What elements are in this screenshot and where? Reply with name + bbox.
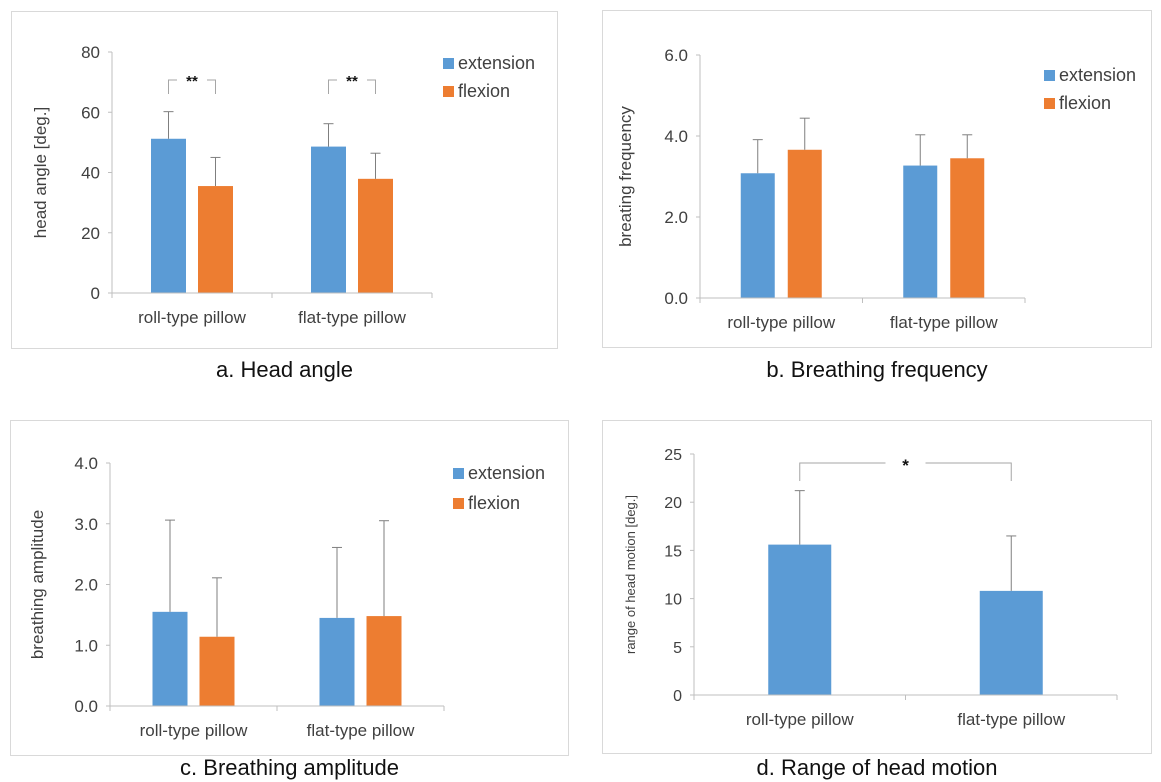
y-tick-label-0: 0.0 (74, 697, 98, 716)
chart-range-of-head-motion: 0 5 10 15 20 25 range of head motion [deg.] rol… (623, 447, 1118, 729)
legend-label-flexion: flexion (468, 493, 520, 513)
y-tick-label-3: 60 (81, 103, 100, 122)
chart-caption-a: a. Head angle (216, 357, 353, 382)
y-axis-label: breathing amplitude (28, 510, 47, 659)
legend-label-extension: extension (1059, 65, 1136, 85)
chart-caption-c: c. Breathing amplitude (180, 755, 399, 780)
bar-flexion-0 (198, 186, 233, 293)
significance-label-0: ** (186, 73, 198, 90)
bar-value-0 (768, 544, 832, 695)
y-tick-label-1: 20 (81, 224, 100, 243)
y-tick-label-2: 4.0 (664, 127, 688, 146)
chart-head-angle: 0 20 40 60 80 head angle [deg.] roll-type pill… (31, 43, 535, 327)
legend-swatch-flexion (443, 86, 454, 97)
x-tick-label-0: roll-type pillow (727, 313, 835, 332)
panel-c-frame: 0.0 1.0 2.0 3.0 4.0 breathing amplitude roll-t… (10, 420, 569, 756)
y-axis-label: range of head motion [deg.] (623, 495, 638, 654)
panel-d-frame: 0 5 10 15 20 25 range of head motion [deg.] rol… (602, 420, 1152, 754)
bar-flexion-1 (950, 158, 985, 298)
legend-swatch-extension (453, 468, 464, 479)
panel-a-frame: 0 20 40 60 80 head angle [deg.] roll-type pill… (11, 11, 558, 349)
y-tick-label-5: 25 (664, 447, 682, 464)
legend-label-flexion: flexion (458, 81, 510, 101)
bar-extension-0 (151, 138, 186, 293)
y-tick-label-3: 3.0 (74, 515, 98, 534)
panel-b-frame: 0.0 2.0 4.0 6.0 breating frequency roll-type … (602, 10, 1152, 348)
x-tick-label-1: flat-type pillow (957, 710, 1065, 729)
bar-flexion-0 (787, 149, 822, 298)
significance-label-bg-1 (337, 72, 367, 86)
chart-caption-d: d. Range of head motion (756, 755, 998, 780)
y-tick-label-4: 80 (81, 43, 100, 62)
bar-extension-1 (311, 146, 346, 293)
y-axis-label: breating frequency (616, 106, 635, 247)
x-tick-label-1: flat-type pillow (307, 721, 415, 740)
bar-extension-1 (903, 165, 938, 298)
bar-extension-1 (319, 617, 355, 706)
y-tick-label-4: 20 (664, 495, 682, 512)
y-tick-label-2: 2.0 (74, 576, 98, 595)
y-axis-label: head angle [deg.] (31, 107, 50, 238)
y-tick-label-0: 0 (673, 688, 682, 705)
legend-label-extension: extension (468, 463, 545, 483)
significance-label-bg-0 (177, 72, 207, 86)
legend-swatch-flexion (453, 498, 464, 509)
x-tick-label-0: roll-type pillow (138, 308, 246, 327)
bar-flexion-1 (366, 616, 402, 706)
x-tick-label-1: flat-type pillow (890, 313, 998, 332)
y-tick-label-1: 1.0 (74, 636, 98, 655)
legend-label-extension: extension (458, 53, 535, 73)
x-tick-label-0: roll-type pillow (140, 721, 248, 740)
bar-flexion-1 (358, 178, 393, 293)
y-tick-label-3: 15 (664, 543, 682, 560)
y-tick-label-0: 0.0 (664, 289, 688, 308)
y-tick-label-4: 4.0 (74, 454, 98, 473)
x-tick-label-1: flat-type pillow (298, 308, 406, 327)
y-tick-label-2: 10 (664, 592, 682, 609)
y-tick-label-1: 5 (673, 640, 682, 657)
legend-swatch-extension (443, 58, 454, 69)
x-tick-label-0: roll-type pillow (746, 710, 854, 729)
significance-label-0: * (902, 456, 909, 475)
bar-value-1 (979, 590, 1043, 695)
y-tick-label-3: 6.0 (664, 46, 688, 65)
chart-breathing-amplitude: 0.0 1.0 2.0 3.0 4.0 breathing amplitude roll-t… (28, 454, 545, 740)
significance-label-1: ** (346, 73, 358, 90)
y-tick-label-2: 40 (81, 164, 100, 183)
legend-swatch-extension (1044, 70, 1055, 81)
chart-breathing-frequency: 0.0 2.0 4.0 6.0 breating frequency roll-type … (616, 46, 1136, 332)
legend-swatch-flexion (1044, 98, 1055, 109)
bar-flexion-0 (199, 636, 235, 706)
bar-extension-0 (740, 173, 775, 298)
chart-caption-b: b. Breathing frequency (766, 357, 988, 382)
legend-label-flexion: flexion (1059, 93, 1111, 113)
y-tick-label-0: 0 (91, 284, 100, 303)
y-tick-label-1: 2.0 (664, 208, 688, 227)
significance-label-bg-0 (885, 455, 926, 471)
bar-extension-0 (152, 611, 188, 706)
